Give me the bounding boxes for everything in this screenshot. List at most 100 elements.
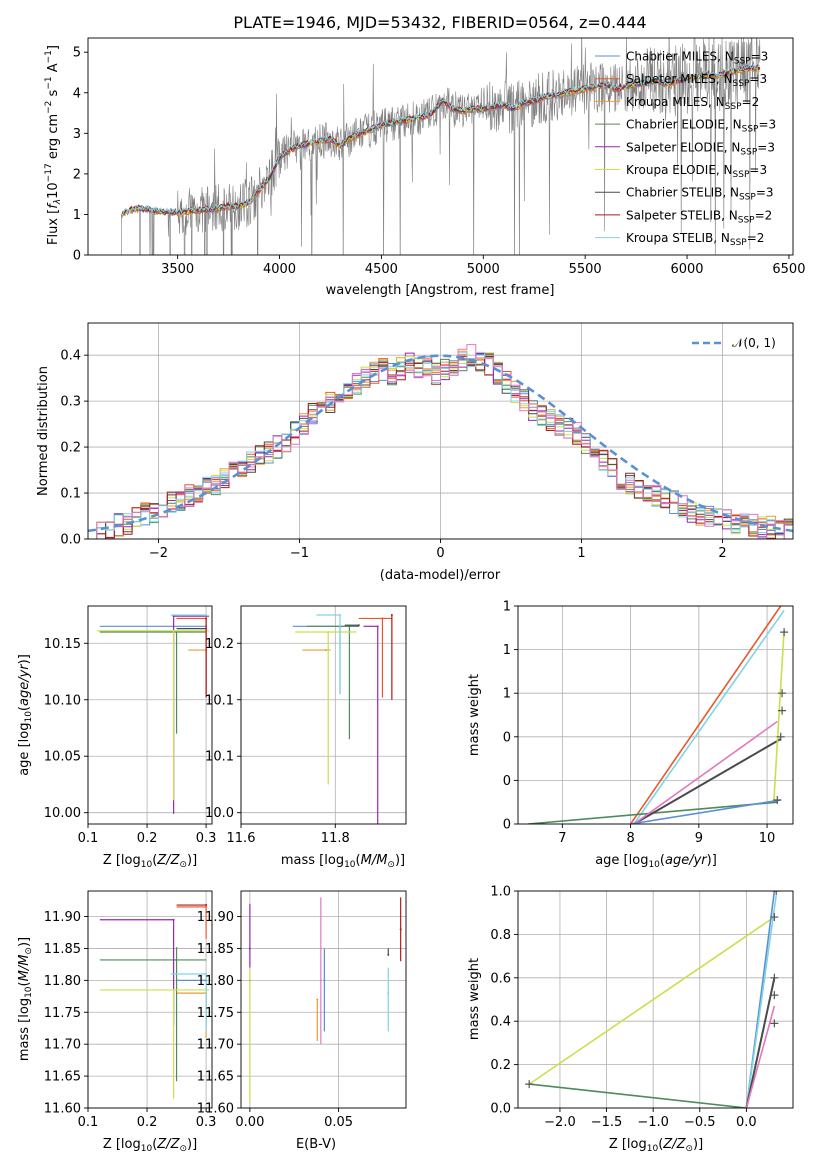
x-tick-label: 0.1 <box>78 1115 99 1130</box>
y-tick-label: 10.2 <box>205 637 234 652</box>
y-tick-label: 1.0 <box>490 885 511 900</box>
y-tick-label: 11.70 <box>197 1038 234 1053</box>
data-point <box>357 624 360 627</box>
mass-weight-line <box>633 609 785 824</box>
x-tick-label: 0.2 <box>137 831 158 846</box>
axes-frame: −2.0 −1.5 −1.0 −0.5 0.0 0.0 0.2 0.4 0.6 0.8 1.0 <box>490 885 794 1130</box>
mass-weight-line <box>633 720 778 824</box>
y-tick-label: 11.85 <box>44 942 81 957</box>
x-tick-label: 8 <box>626 831 634 846</box>
x-tick-label: 11.8 <box>321 831 350 846</box>
axes-border <box>87 37 794 256</box>
y-tick-label: 0.4 <box>60 349 81 364</box>
spectrum-legend: Chabrier MILES, NSSP=3 Salpeter MILES, NS… <box>595 50 776 248</box>
y-tick-label: 0.2 <box>490 1058 511 1073</box>
axes-frame: −2 −1 0 1 2 0.0 0.1 0.2 0.3 0.4 <box>60 322 794 561</box>
mass-weight-line <box>745 977 776 1108</box>
data-point <box>248 947 251 950</box>
data-point <box>172 629 175 632</box>
y-tick-label: 2 <box>73 167 81 182</box>
plus-marker <box>778 689 787 698</box>
axes-frame: 3500 4000 4500 5000 5500 6000 6500 0 1 2 3 4 5 <box>73 37 805 277</box>
plot-background <box>88 606 212 824</box>
y-tick-label: 11.80 <box>44 974 81 989</box>
y-tick-label: 11.80 <box>197 974 234 989</box>
residuals-ylabel: Normed distribution <box>36 366 51 496</box>
x-tick-label: 5000 <box>467 262 500 277</box>
legend-label: Salpeter ELODIE, NSSP=3 <box>626 140 775 157</box>
y-tick-label: 10.05 <box>44 750 81 765</box>
y-tick-label: 0 <box>503 730 511 745</box>
y-tick-label: 11.75 <box>197 1006 234 1021</box>
weight-vs-age-ylabel: mass weight <box>467 674 482 756</box>
y-tick-label: 11.90 <box>197 910 234 925</box>
mass-weight-line <box>529 1083 747 1108</box>
spectrum-ylabel: Flux [fλ10−17 erg cm−2 s−1 A−1] <box>44 45 63 245</box>
data-point <box>319 979 322 982</box>
histogram-step-line <box>88 344 793 539</box>
data-point <box>175 958 178 961</box>
y-tick-label: 10.1 <box>205 750 234 765</box>
age-vs-mass-panel: 11.6 11.8 10.0 10.1 10.1 10.2 mass [log10(M/M… <box>205 605 407 870</box>
y-tick-label: 1 <box>503 643 511 658</box>
data-point <box>172 918 175 921</box>
plot-content <box>528 606 789 824</box>
data-point <box>205 614 208 617</box>
data-point <box>248 1011 251 1014</box>
mass-weight-line <box>745 1005 776 1108</box>
weight-vs-age-plot-area: 7 8 9 10 0 0 0 1 1 1 <box>503 600 794 846</box>
y-tick-label: 10.0 <box>205 806 234 821</box>
age-vs-mass-plot-area: 11.6 11.8 10.0 10.1 10.1 10.2 <box>205 605 407 846</box>
residuals-plot-area: −2 −1 0 1 2 0.0 0.1 0.2 0.3 0.4 <box>60 322 794 561</box>
x-tick-label: 4000 <box>263 262 296 277</box>
data-point <box>172 988 175 991</box>
x-tick-label: 3500 <box>161 262 194 277</box>
axes-border <box>517 605 794 825</box>
plus-marker <box>776 732 785 741</box>
legend-label: Salpeter STELIB, NSSP=2 <box>626 208 772 225</box>
y-tick-label: 10.15 <box>44 637 81 652</box>
mass-weight-line <box>630 799 781 824</box>
x-tick-label: 4500 <box>365 262 398 277</box>
legend-label: Kroupa MILES, NSSP=2 <box>626 95 759 112</box>
data-point <box>324 649 327 652</box>
mass-vs-ebv-xlabel: E(B-V) <box>296 1137 336 1152</box>
plot-background <box>518 606 793 824</box>
x-tick-label: 0 <box>436 546 444 561</box>
residuals-panel: −2 −1 0 1 2 0.0 0.1 0.2 0.3 0.4 (data-model)/erro… <box>36 322 794 583</box>
weight-vs-age-panel: 7 8 9 10 0 0 0 1 1 1 age [log10(age/yr)] mass wei… <box>467 600 794 870</box>
weight-vs-z-panel: −2.0 −1.5 −1.0 −0.5 0.0 0.0 0.2 0.4 0.6 0.8 1.0 Z … <box>467 885 794 1154</box>
mass-weight-line <box>528 916 775 1085</box>
y-tick-label: 0.3 <box>60 395 81 410</box>
axes-border <box>240 605 407 825</box>
y-tick-label: 11.85 <box>197 942 234 957</box>
data-point <box>205 972 208 975</box>
mass-vs-z-ylabel: mass [log10(M/M⊙)] <box>17 937 34 1061</box>
x-tick-label: 0.2 <box>137 1115 158 1130</box>
x-tick-label: 2 <box>718 546 726 561</box>
mass-vs-z-plot-area: 0.1 0.2 0.3 11.60 11.65 11.70 11.75 11.80 11.85 1… <box>44 890 216 1130</box>
legend-label: Kroupa ELODIE, NSSP=3 <box>626 163 767 180</box>
axes-border <box>87 890 213 1109</box>
plus-marker <box>770 1019 779 1028</box>
data-point <box>381 617 384 620</box>
data-point <box>399 928 402 931</box>
plot-content <box>525 891 781 1108</box>
plot-background <box>241 606 406 824</box>
x-tick-label: 5500 <box>569 262 602 277</box>
axes-frame: 11.6 11.8 10.0 10.1 10.1 10.2 <box>205 605 407 846</box>
plot-content <box>248 897 402 1102</box>
x-tick-label: −0.5 <box>684 1115 716 1130</box>
age-vs-z-panel: 0.1 0.2 0.3 10.00 10.05 10.10 10.15 Z [log10(Z… <box>17 605 216 870</box>
y-tick-label: 11.60 <box>197 1102 234 1117</box>
weight-vs-z-xlabel: Z [log10(Z/Z⊙)] <box>609 1137 703 1154</box>
mass-vs-z-panel: 0.1 0.2 0.3 11.60 11.65 11.70 11.75 11.80 11.85 1… <box>17 890 216 1154</box>
mass-weight-line <box>629 606 782 824</box>
x-tick-label: 1 <box>577 546 585 561</box>
axes-frame: 7 8 9 10 0 0 0 1 1 1 <box>503 600 794 846</box>
y-tick-label: 4 <box>73 86 81 101</box>
plot-content <box>96 614 210 814</box>
spectrum-xlabel: wavelength [Angstrom, rest frame] <box>326 283 555 298</box>
x-tick-label: −2 <box>149 546 168 561</box>
axes-frame: 0.00 0.05 11.60 11.65 11.70 11.75 11.80 11.85 11… <box>197 890 407 1130</box>
